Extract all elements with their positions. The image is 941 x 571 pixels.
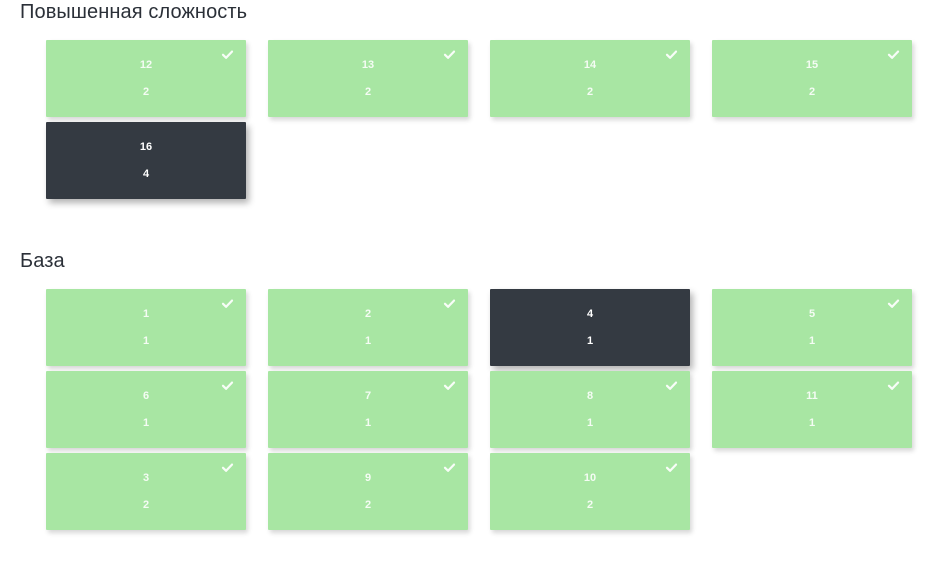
task-card-number: 3 bbox=[142, 472, 150, 484]
check-icon bbox=[886, 378, 901, 393]
section-advanced: Повышенная сложность 12 2 13 2 14 2 15 2 16 4 bbox=[0, 0, 941, 199]
task-card-value: 1 bbox=[364, 417, 372, 429]
check-icon bbox=[220, 47, 235, 62]
task-card-value: 1 bbox=[364, 335, 372, 347]
task-card-value: 1 bbox=[808, 335, 816, 347]
task-card-value: 4 bbox=[142, 168, 150, 180]
check-icon bbox=[664, 47, 679, 62]
section-title-advanced: Повышенная сложность bbox=[20, 1, 248, 23]
task-card-number: 7 bbox=[364, 390, 372, 402]
task-card-value: 2 bbox=[142, 499, 150, 511]
task-card-value: 1 bbox=[586, 335, 594, 347]
task-card-number: 13 bbox=[361, 59, 375, 71]
section-title-base: База bbox=[20, 250, 65, 272]
task-card-value: 2 bbox=[586, 86, 594, 98]
check-icon bbox=[220, 296, 235, 311]
task-card[interactable]: 12 2 bbox=[46, 40, 246, 117]
task-card-value: 2 bbox=[586, 499, 594, 511]
task-card-value: 1 bbox=[586, 417, 594, 429]
task-card-number: 8 bbox=[586, 390, 594, 402]
check-icon bbox=[220, 378, 235, 393]
check-icon bbox=[664, 378, 679, 393]
check-icon bbox=[886, 47, 901, 62]
task-card-value: 2 bbox=[364, 499, 372, 511]
task-card-number: 11 bbox=[806, 390, 818, 402]
check-icon bbox=[442, 378, 457, 393]
check-icon bbox=[442, 296, 457, 311]
task-card[interactable]: 16 4 bbox=[46, 122, 246, 199]
task-card[interactable]: 15 2 bbox=[712, 40, 912, 117]
task-card-number: 4 bbox=[586, 308, 594, 320]
task-card[interactable]: 11 1 bbox=[712, 371, 912, 448]
task-card-number: 9 bbox=[364, 472, 372, 484]
check-icon bbox=[442, 460, 457, 475]
check-icon bbox=[442, 47, 457, 62]
task-card-number: 12 bbox=[139, 59, 153, 71]
check-icon bbox=[220, 460, 235, 475]
task-card-number: 5 bbox=[808, 308, 816, 320]
task-card-number: 6 bbox=[142, 390, 150, 402]
task-card-number: 14 bbox=[583, 59, 597, 71]
task-card-number: 1 bbox=[142, 308, 150, 320]
check-icon bbox=[664, 460, 679, 475]
task-card-value: 2 bbox=[364, 86, 372, 98]
card-grid-base: 1 1 2 1 4 1 5 1 6 1 7 1 8 1 11 1 3 2 9 2 10 2 bbox=[46, 289, 936, 530]
card-grid-advanced: 12 2 13 2 14 2 15 2 16 4 bbox=[46, 40, 936, 199]
task-card-number: 16 bbox=[139, 141, 153, 153]
task-card-number: 15 bbox=[805, 59, 819, 71]
task-card[interactable]: 13 2 bbox=[268, 40, 468, 117]
task-card[interactable]: 10 2 bbox=[490, 453, 690, 530]
task-card-number: 2 bbox=[364, 308, 372, 320]
task-card-value: 2 bbox=[808, 86, 816, 98]
check-icon bbox=[886, 296, 901, 311]
task-card-value: 2 bbox=[142, 86, 150, 98]
task-card-value: 1 bbox=[142, 417, 150, 429]
task-card-value: 1 bbox=[808, 417, 816, 429]
task-card[interactable]: 14 2 bbox=[490, 40, 690, 117]
task-card-value: 1 bbox=[142, 335, 150, 347]
section-base: База 1 1 2 1 4 1 5 1 6 1 7 1 8 1 11 1 3 2 9 2 10 2 bbox=[0, 249, 941, 530]
task-card-number: 10 bbox=[583, 472, 597, 484]
